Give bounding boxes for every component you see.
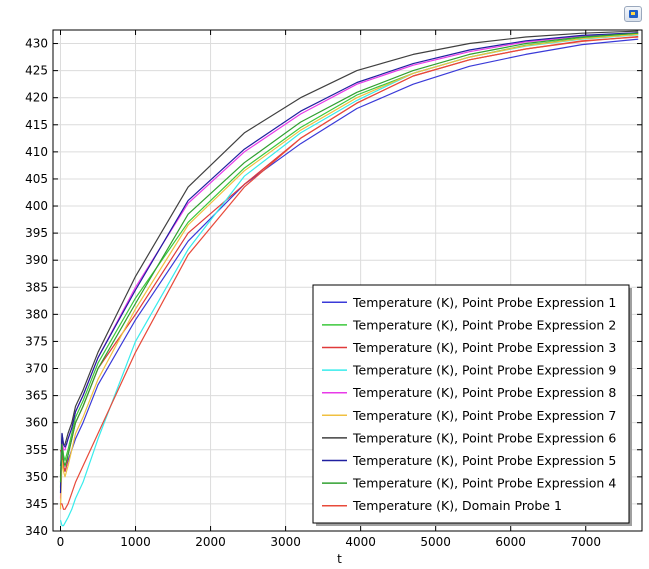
y-tick-label: 350 (25, 470, 48, 484)
y-tick-label: 370 (25, 362, 48, 376)
legend-entry: Temperature (K), Point Probe Expression … (352, 363, 616, 378)
x-tick-label: 4000 (345, 535, 376, 549)
x-tick-label: 6000 (495, 535, 526, 549)
x-tick-label: 5000 (420, 535, 451, 549)
series-line-8 (59, 32, 639, 494)
y-tick-label: 345 (25, 497, 48, 511)
y-tick-label: 385 (25, 280, 48, 294)
series-line-10 (60, 35, 639, 510)
axis-ticks: 0 1000 2000 3000 4000 5000 6000 7000 340 345 350 35… (25, 30, 642, 549)
y-tick-label: 360 (25, 416, 48, 430)
x-tick-label: 7000 (570, 535, 601, 549)
y-tick-label: 390 (25, 253, 48, 267)
y-tick-label: 375 (25, 334, 48, 348)
y-tick-label: 415 (25, 118, 48, 132)
legend-entry: Temperature (K), Domain Probe 1 (352, 498, 562, 513)
legend-entry: Temperature (K), Point Probe Expression … (352, 476, 616, 491)
y-tick-label: 430 (25, 37, 48, 51)
legend-entry: Temperature (K), Point Probe Expression … (352, 295, 616, 310)
legend-entry: Temperature (K), Point Probe Expression … (352, 453, 616, 468)
legend-entry: Temperature (K), Point Probe Expression … (352, 408, 616, 423)
x-tick-label: 3000 (270, 535, 301, 549)
y-tick-label: 400 (25, 199, 48, 213)
series-line-6 (59, 33, 639, 510)
y-tick-label: 340 (25, 524, 48, 538)
y-tick-label: 410 (25, 145, 48, 159)
legend-entry: Temperature (K), Point Probe Expression … (352, 385, 616, 400)
x-axis-label: t (337, 552, 342, 566)
legend-entry: Temperature (K), Point Probe Expression … (352, 317, 616, 332)
y-tick-label: 365 (25, 389, 48, 403)
plot-frame (52, 29, 643, 532)
y-tick-label: 355 (25, 443, 48, 457)
legend-entry: Temperature (K), Point Probe Expression … (352, 340, 616, 355)
y-tick-label: 380 (25, 307, 48, 321)
legend-box (312, 284, 630, 524)
series-line-7 (59, 30, 639, 477)
series-line-5 (59, 32, 639, 499)
y-tick-label: 395 (25, 226, 48, 240)
x-tick-label: 0 (57, 535, 65, 549)
series-line-9 (59, 32, 639, 483)
y-tick-label: 425 (25, 64, 48, 78)
legend-entry: Temperature (K), Point Probe Expression … (352, 430, 616, 445)
y-tick-label: 420 (25, 91, 48, 105)
image-export-icon[interactable] (624, 6, 642, 22)
legend: Temperature (K), Point Probe Expression … (312, 284, 632, 526)
y-tick-label: 405 (25, 172, 48, 186)
series-lines (59, 30, 639, 527)
x-tick-label: 2000 (195, 535, 226, 549)
x-tick-label: 1000 (120, 535, 151, 549)
